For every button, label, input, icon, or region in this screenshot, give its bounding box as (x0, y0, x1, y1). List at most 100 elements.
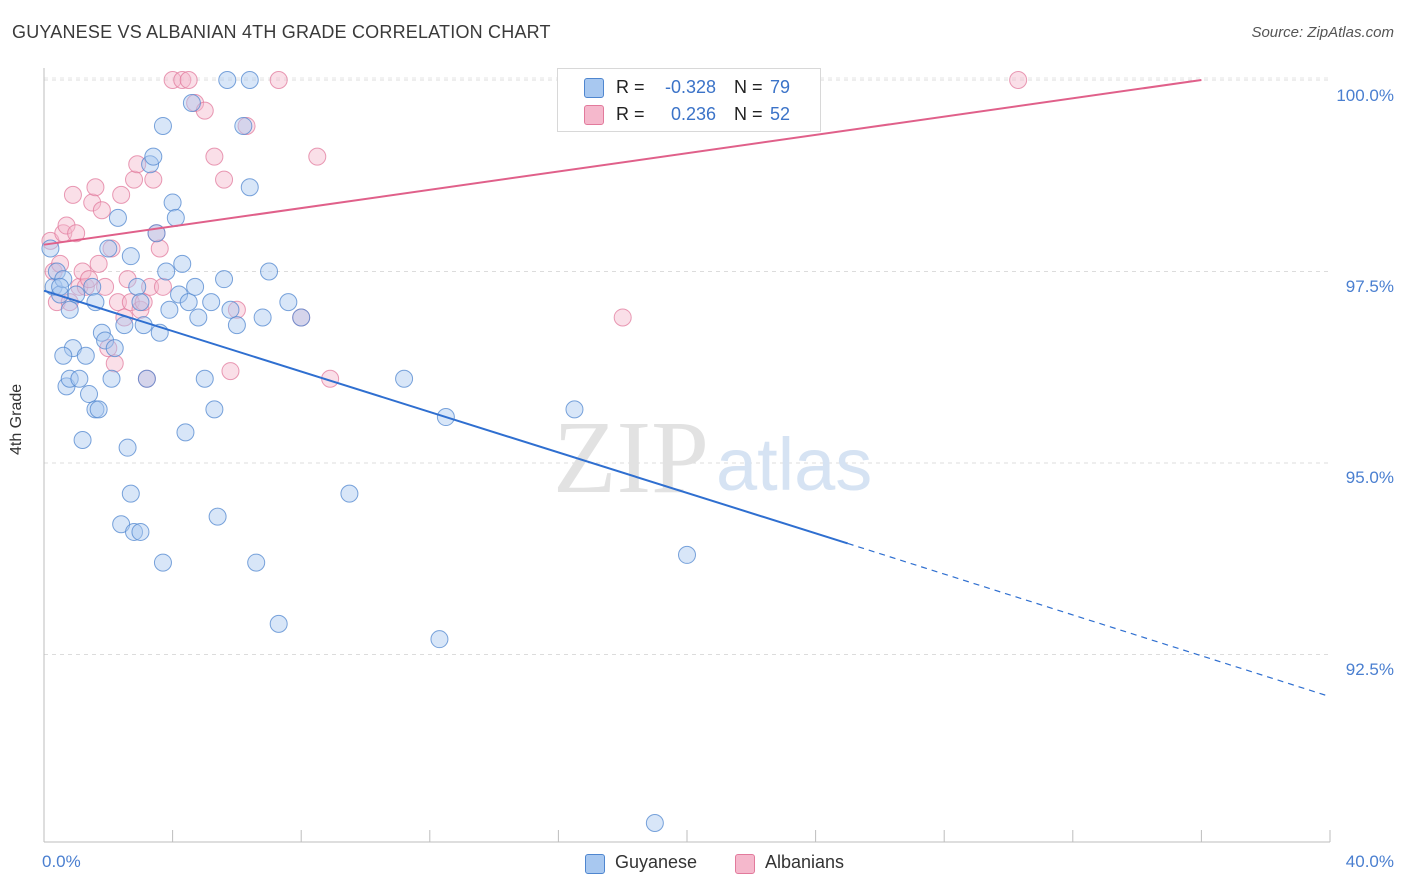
point-guyanese-55 (240, 178, 259, 197)
point-albanians-49 (1009, 71, 1028, 89)
point-albanians-44 (227, 300, 246, 319)
point-guyanese-27 (128, 277, 147, 296)
guyanese-swatch (584, 78, 604, 98)
r-value: 0.236 (670, 104, 716, 124)
point-albanians-35 (153, 277, 172, 296)
point-guyanese-26 (125, 522, 144, 541)
point-guyanese-3 (51, 285, 70, 304)
y-tick-label-100: 100.0% (1336, 86, 1394, 105)
point-guyanese-12 (80, 385, 99, 404)
axes (43, 68, 1331, 843)
point-albanians-34 (150, 239, 169, 258)
trend-line-albanians (43, 79, 1202, 246)
r-label: R = (616, 104, 645, 124)
point-albanians-7 (63, 185, 82, 204)
point-guyanese-19 (102, 369, 121, 388)
point-guyanese-63 (395, 369, 414, 388)
point-albanians-5 (57, 216, 76, 235)
point-guyanese-13 (83, 277, 102, 296)
point-guyanese-58 (260, 262, 279, 281)
point-albanians-16 (92, 201, 111, 220)
point-albanians-24 (118, 270, 137, 289)
point-guyanese-60 (279, 293, 298, 312)
point-albanians-21 (108, 293, 127, 312)
point-guyanese-48 (202, 293, 221, 312)
point-albanians-48 (613, 308, 632, 327)
point-albanians-31 (141, 277, 160, 296)
point-guyanese-11 (76, 346, 95, 365)
r-label: R = (616, 77, 645, 97)
r-value: -0.328 (664, 77, 716, 97)
y-tick-label-95: 95.0% (1345, 468, 1394, 487)
point-albanians-20 (105, 354, 124, 373)
point-albanians-36 (163, 71, 182, 89)
point-albanians-32 (144, 170, 163, 189)
y-tick-label-92-5: 92.5% (1345, 660, 1394, 679)
point-albanians-25 (121, 293, 140, 312)
stats-legend: R = -0.328 N = 79 R = 0.236 N = 52 (557, 68, 821, 132)
point-guyanese-49 (205, 400, 224, 419)
point-guyanese-50 (208, 507, 227, 526)
n-value: 52 (770, 104, 791, 124)
point-albanians-38 (179, 71, 198, 89)
y-tick-label-97-5: 97.5% (1345, 277, 1394, 296)
point-albanians-37 (173, 71, 192, 89)
point-guyanese-44 (182, 93, 201, 112)
point-guyanese-71 (60, 300, 79, 319)
point-guyanese-57 (253, 308, 272, 327)
point-guyanese-37 (160, 300, 179, 319)
point-guyanese-61 (292, 308, 311, 327)
point-albanians-27 (128, 155, 147, 174)
point-guyanese-23 (115, 316, 134, 335)
legend-label-guyanese: Guyanese (615, 852, 698, 872)
point-albanians-14 (86, 178, 105, 197)
albanians-swatch (584, 105, 604, 125)
point-guyanese-40 (170, 285, 189, 304)
point-guyanese-53 (227, 316, 246, 335)
point-guyanese-56 (247, 553, 266, 572)
point-guyanese-73 (121, 247, 140, 266)
point-guyanese-25 (121, 484, 140, 503)
point-albanians-41 (205, 147, 224, 166)
guyanese-legend-swatch (585, 854, 605, 874)
n-value: 79 (770, 77, 791, 97)
point-guyanese-28 (131, 293, 150, 312)
point-guyanese-77 (54, 346, 73, 365)
point-guyanese-17 (96, 331, 115, 350)
trend-line-guyanese (43, 289, 849, 545)
n-label: N = (734, 77, 763, 97)
chart-source: Source: ZipAtlas.com (1251, 24, 1394, 41)
point-guyanese-65 (565, 400, 584, 419)
point-guyanese-24 (118, 438, 137, 457)
watermark: ZIP atlas (553, 400, 872, 515)
n-label: N = (734, 104, 763, 124)
point-guyanese-62 (340, 484, 359, 503)
point-guyanese-43 (179, 293, 198, 312)
point-guyanese-9 (70, 369, 89, 388)
point-guyanese-70 (51, 277, 70, 296)
trend-line-guyanese-extension (847, 542, 1331, 698)
point-guyanese-46 (189, 308, 208, 327)
point-albanians-26 (125, 170, 144, 189)
point-guyanese-42 (176, 423, 195, 442)
point-guyanese-51 (215, 270, 234, 289)
chart-title: GUYANESE VS ALBANIAN 4TH GRADE CORRELATI… (12, 22, 551, 42)
point-guyanese-20 (105, 339, 124, 358)
point-guyanese-69 (430, 630, 449, 649)
point-guyanese-2 (47, 262, 66, 281)
point-albanians-43 (221, 362, 240, 381)
point-guyanese-32 (144, 147, 163, 166)
point-guyanese-38 (163, 193, 182, 212)
point-guyanese-21 (108, 208, 127, 227)
point-albanians-10 (73, 262, 92, 281)
point-albanians-42 (215, 170, 234, 189)
point-guyanese-75 (218, 71, 237, 89)
albanians-legend-swatch (735, 854, 755, 874)
x-tick-label-max: 40.0% (1345, 852, 1394, 871)
point-albanians-8 (67, 224, 86, 243)
point-guyanese-59 (269, 614, 288, 633)
point-guyanese-74 (153, 553, 172, 572)
point-guyanese-36 (157, 262, 176, 281)
y-axis-label: 4th Grade (8, 383, 25, 455)
point-guyanese-18 (99, 239, 118, 258)
